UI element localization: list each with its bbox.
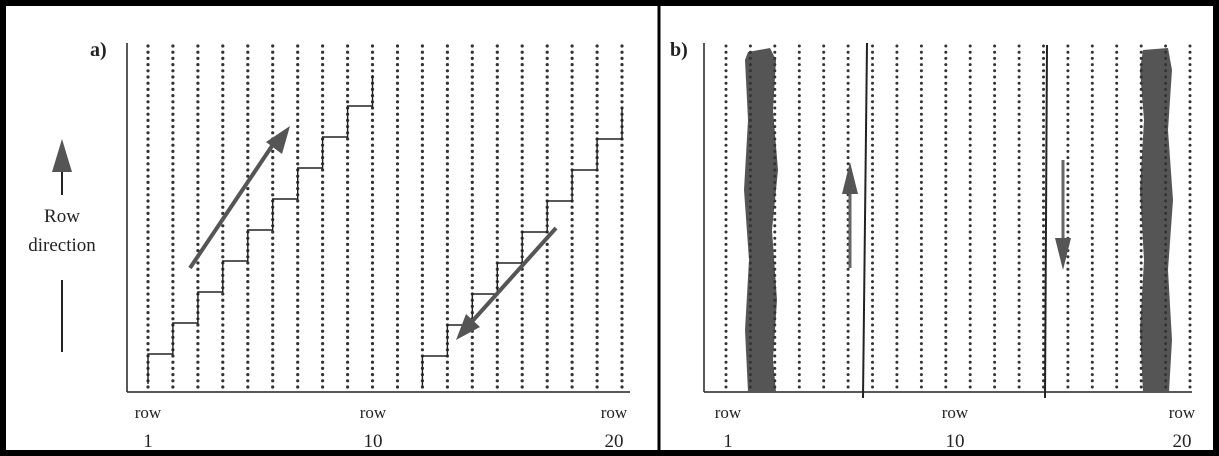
panel-a-arrow-up: [188, 138, 278, 270]
plant-row: [495, 44, 499, 389]
tick-label-word: row: [1169, 403, 1196, 422]
panel-a: a) row 1 row 10 row 20: [90, 39, 630, 452]
plant-row: [1188, 44, 1192, 389]
plant-row: [773, 44, 777, 389]
panel-a-plant-rows: [146, 44, 624, 389]
tick-label-word: row: [135, 403, 162, 422]
tick-label-number: 10: [946, 431, 965, 452]
panel-b-tick-labels: row 1 row 10 row 20: [715, 403, 1196, 452]
up-arrow-icon: [52, 139, 72, 172]
plant-row: [724, 44, 728, 389]
staircase-path: [147, 75, 374, 384]
panel-a-arrow-down: [466, 226, 558, 328]
plant-row: [1090, 44, 1094, 389]
up-arrow-icon: [842, 162, 858, 194]
plant-row: [321, 44, 325, 389]
staircase-path: [421, 108, 623, 386]
plant-row: [246, 44, 250, 389]
plant-row: [420, 44, 424, 389]
plant-row: [1115, 44, 1119, 389]
plant-row: [968, 44, 972, 389]
plant-row: [370, 44, 375, 389]
direction-label-line1: Row: [44, 206, 80, 227]
plant-row: [944, 44, 948, 389]
plant-row: [395, 44, 400, 389]
panel-b-axes: [703, 43, 1192, 393]
plant-row: [445, 44, 449, 389]
plant-row: [1042, 44, 1045, 389]
plant-row: [846, 44, 850, 389]
panel-a-staircase-paths: [147, 75, 623, 386]
panel-a-axes: [126, 43, 630, 393]
plant-row: [919, 44, 923, 389]
arrow-head-icon: [456, 314, 480, 340]
plant-row: [620, 44, 624, 389]
plant-row: [1017, 44, 1021, 389]
panel-b-label: b): [670, 39, 688, 61]
wheel-track-right: [1140, 48, 1173, 392]
plant-row: [595, 44, 599, 389]
panel-b-wheel-tracks: [744, 48, 1173, 392]
panel-a-tick-labels: row 1 row 10 row 20: [135, 403, 628, 452]
plant-row: [346, 44, 350, 389]
plant-row: [1066, 44, 1070, 389]
direction-label-line2: direction: [28, 235, 96, 256]
travel-line-down: [1044, 44, 1048, 399]
tick-label-number: 1: [143, 431, 153, 452]
down-arrow-icon: [1055, 238, 1071, 270]
wheel-track-left: [744, 48, 778, 392]
plant-row: [570, 44, 574, 389]
tick-label-number: 20: [1173, 431, 1192, 452]
plant-row: [871, 44, 874, 389]
tick-label-word: row: [715, 403, 742, 422]
plant-row: [146, 44, 150, 389]
plant-row: [171, 44, 175, 389]
arrow-head-icon: [266, 126, 290, 154]
panel-a-label: a): [90, 39, 107, 61]
plant-row: [1139, 44, 1143, 389]
panel-a-arrows: [188, 126, 558, 340]
plant-row: [895, 44, 899, 389]
plant-row: [470, 44, 474, 389]
tick-label-number: 1: [723, 431, 733, 452]
tick-label-number: 20: [605, 431, 624, 452]
plant-row: [748, 44, 752, 389]
plant-row: [520, 44, 524, 389]
plant-row: [1164, 44, 1168, 389]
plant-row: [822, 44, 826, 389]
plant-row: [221, 44, 225, 389]
plant-row: [797, 44, 801, 389]
tick-label-number: 10: [364, 431, 383, 452]
travel-line-up: [862, 42, 868, 399]
tick-label-word: row: [942, 403, 969, 422]
plant-row: [545, 44, 549, 389]
panel-b: b) row 1 row 10: [670, 39, 1196, 452]
panel-b-arrows: [842, 160, 1071, 270]
plant-row: [296, 44, 300, 389]
tick-label-word: row: [601, 403, 628, 422]
plant-row: [993, 44, 997, 389]
row-direction-indicator: Row direction: [28, 139, 96, 352]
panel-b-travel-lines: [862, 42, 1048, 399]
panel-b-plant-rows: [724, 44, 1192, 389]
tick-label-word: row: [360, 403, 387, 422]
plant-row: [196, 44, 200, 389]
